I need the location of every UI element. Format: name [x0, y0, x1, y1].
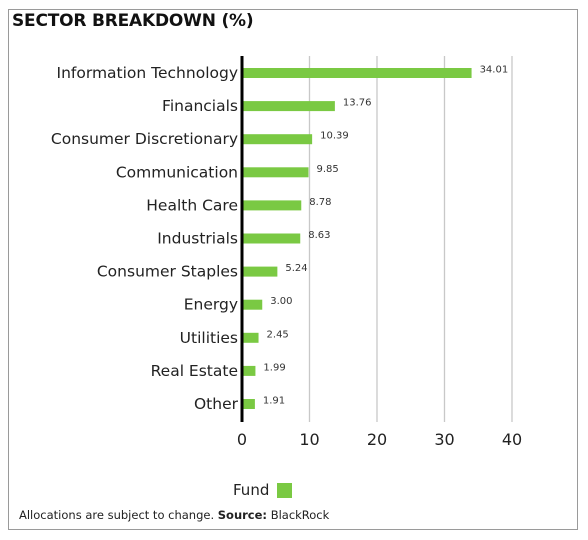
- bar-10: [242, 399, 255, 409]
- footnote-text: Allocations are subject to change.: [19, 508, 215, 522]
- legend-label: Fund: [233, 481, 270, 499]
- value-label-5: 8.63: [308, 230, 330, 241]
- legend-swatch: [277, 482, 293, 498]
- category-label-9: Real Estate: [151, 362, 238, 380]
- bar-6: [242, 266, 278, 277]
- category-label-1: Financials: [162, 97, 238, 115]
- x-tick-label-10: 10: [299, 430, 319, 449]
- bars: [242, 68, 472, 409]
- category-label-7: Energy: [184, 296, 238, 314]
- footnote-source-value: BlackRock: [270, 508, 330, 522]
- x-tick-label-20: 20: [367, 430, 387, 449]
- gridlines: [308, 56, 513, 422]
- value-label-1: 13.76: [343, 98, 372, 109]
- category-labels: Information Technology Financials Consumer…: [51, 64, 239, 413]
- category-label-8: Utilities: [180, 329, 238, 347]
- value-label-4: 8.78: [309, 197, 331, 208]
- bar-4: [242, 200, 302, 211]
- bar-2: [242, 134, 313, 145]
- category-label-5: Industrials: [157, 230, 238, 248]
- value-label-9: 1.99: [263, 362, 285, 373]
- category-label-4: Health Care: [146, 196, 238, 214]
- category-label-3: Communication: [116, 163, 238, 181]
- value-label-6: 5.24: [285, 263, 307, 274]
- category-label-10: Other: [194, 395, 239, 413]
- x-tick-label-40: 40: [502, 430, 522, 449]
- footnote-source-label: Source:: [217, 508, 268, 522]
- value-label-2: 10.39: [320, 131, 349, 142]
- x-tick-label-30: 30: [434, 430, 454, 449]
- bar-7: [242, 299, 263, 310]
- chart-frame: [8, 9, 578, 530]
- value-labels: 34.01 13.76 10.39 9.85 8.78 8.63 5.24 3.00 2.45 1…: [263, 65, 508, 407]
- value-label-7: 3.00: [270, 296, 292, 307]
- bar-9: [242, 365, 256, 376]
- bar-3: [242, 167, 309, 178]
- footnote: Allocations are subject to change. Sourc…: [19, 508, 329, 522]
- value-label-10: 1.91: [263, 396, 285, 407]
- value-label-8: 2.45: [267, 329, 289, 340]
- x-tick-label-0: 0: [237, 430, 247, 449]
- category-label-0: Information Technology: [57, 64, 238, 82]
- x-tick-labels: 0 10 20 30 40: [237, 430, 522, 449]
- legend: Fund: [233, 480, 293, 500]
- bar-1: [242, 101, 335, 112]
- category-label-6: Consumer Staples: [97, 263, 238, 281]
- category-label-2: Consumer Discretionary: [51, 130, 238, 148]
- value-label-3: 9.85: [316, 164, 338, 175]
- chart-title: SECTOR BREAKDOWN (%): [12, 11, 254, 31]
- bar-0: [242, 68, 472, 78]
- value-label-0: 34.01: [480, 65, 509, 76]
- bar-8: [242, 332, 259, 343]
- bar-5: [242, 233, 301, 244]
